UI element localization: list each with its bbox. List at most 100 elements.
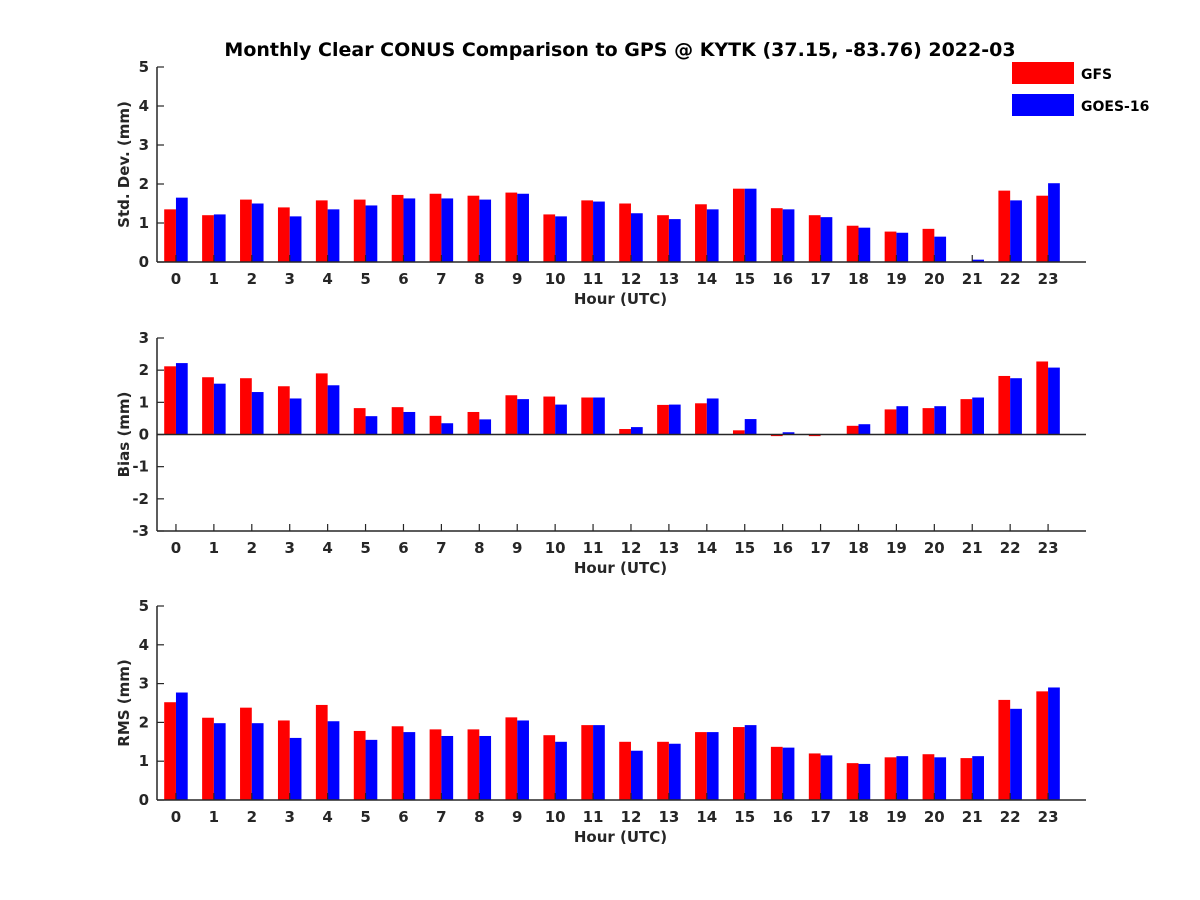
y-tick-label: 1 [139,393,149,411]
x-tick-label: 22 [1000,270,1021,288]
bar-goes-16-hour-7 [441,423,454,435]
bar-goes-16-hour-14 [706,732,719,800]
x-tick-label: 16 [772,270,793,288]
bar-goes-16-hour-4 [327,209,340,262]
legend: GFS GOES-16 [1012,62,1149,116]
bar-gfs-hour-18 [846,425,859,435]
x-tick-label: 1 [209,808,219,826]
x-tick-label: 21 [962,808,983,826]
x-tick-label: 7 [436,808,446,826]
bar-gfs-hour-20 [922,408,935,435]
x-tick-label: 18 [848,808,869,826]
bar-gfs-hour-10 [543,214,556,262]
bar-gfs-hour-5 [353,408,366,435]
bar-gfs-hour-12 [619,741,631,800]
bar-gfs-hour-3 [277,720,290,800]
bar-gfs-hour-16 [770,746,783,800]
bar-gfs-hour-7 [429,415,442,435]
bar-gfs-hour-23 [1036,361,1049,435]
x-tick-label: 2 [247,539,257,557]
x-tick-label: 23 [1038,539,1059,557]
x-tick-label: 13 [658,808,679,826]
bar-goes-16-hour-12 [630,427,643,435]
x-tick-label: 8 [474,808,484,826]
bar-goes-16-hour-9 [517,193,529,262]
y-tick-label: 5 [139,58,149,76]
bar-goes-16-hour-10 [555,216,567,262]
bar-goes-16-hour-10 [555,404,567,435]
bar-goes-16-hour-1 [213,214,226,262]
x-tick-label: 17 [810,539,831,557]
x-tick-label: 22 [1000,539,1021,557]
x-tick-label: 6 [398,539,408,557]
bar-goes-16-hour-1 [213,723,226,800]
bar-goes-16-hour-21 [972,259,984,262]
bar-gfs-hour-2 [240,378,252,435]
x-tick-label: 2 [247,808,257,826]
figure-title: Monthly Clear CONUS Comparison to GPS @ … [224,39,1015,61]
bar-gfs-hour-6 [391,726,404,800]
x-tick-label: 9 [512,539,522,557]
bar-goes-16-hour-14 [706,398,719,435]
x-tick-label: 4 [322,808,332,826]
bar-goes-16-hour-11 [593,397,605,435]
x-tick-label: 12 [621,270,642,288]
x-tick-label: 20 [924,808,945,826]
x-tick-label: 5 [360,270,370,288]
x-tick-label: 18 [848,539,869,557]
bar-gfs-hour-20 [922,754,935,800]
bar-gfs-hour-5 [353,199,366,262]
bar-goes-16-hour-7 [441,735,454,800]
bar-gfs-hour-8 [467,411,480,435]
x-tick-label: 11 [583,539,604,557]
bar-goes-16-hour-21 [972,756,984,800]
x-tick-label: 4 [322,270,332,288]
bar-goes-16-hour-15 [744,419,757,435]
y-tick-label: 0 [139,426,149,444]
x-tick-label: 19 [886,270,907,288]
x-tick-label: 17 [810,808,831,826]
x-tick-label: 19 [886,808,907,826]
x-tick-label: 16 [772,808,793,826]
x-tick-label: 1 [209,270,219,288]
bar-goes-16-hour-10 [555,741,567,800]
y-tick-label: -3 [132,522,149,540]
bar-gfs-hour-15 [732,188,745,262]
bar-goes-16-hour-18 [858,424,871,435]
y-tick-label: 2 [139,713,149,731]
bar-gfs-hour-5 [353,730,366,800]
bar-goes-16-hour-9 [517,399,529,435]
x-tick-label: 8 [474,539,484,557]
x-tick-label: 13 [658,539,679,557]
bar-goes-16-hour-6 [403,732,416,800]
bar-goes-16-hour-5 [365,416,378,435]
y-tick-label: 0 [139,253,149,271]
bar-gfs-hour-14 [695,403,707,435]
y-tick-label: 4 [139,636,149,654]
bar-goes-16-hour-20 [934,236,947,262]
y-tick-label: 2 [139,361,149,379]
x-tick-label: 3 [284,270,294,288]
bar-gfs-hour-9 [505,717,518,800]
x-tick-label: 14 [696,539,717,557]
x-tick-label: 3 [284,808,294,826]
x-tick-label: 14 [696,270,717,288]
bar-gfs-hour-10 [543,396,556,435]
y-tick-label: 4 [139,97,149,115]
bar-goes-16-hour-14 [706,209,719,262]
bar-gfs-hour-0 [164,366,176,435]
x-tick-label: 16 [772,539,793,557]
bar-gfs-hour-15 [732,430,745,435]
bar-goes-16-hour-22 [1010,378,1022,435]
bar-gfs-hour-20 [922,228,935,262]
x-tick-label: 6 [398,808,408,826]
x-tick-label: 10 [545,808,566,826]
bar-gfs-hour-13 [657,215,669,262]
bar-gfs-hour-23 [1036,691,1049,800]
x-tick-label: 13 [658,270,679,288]
bar-goes-16-hour-16 [782,432,795,435]
y-tick-label: 5 [139,597,149,615]
